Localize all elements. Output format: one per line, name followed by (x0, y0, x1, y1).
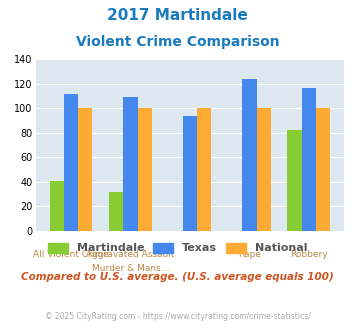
Bar (78, 109, 92, 231)
Bar (257, 109, 271, 231)
Text: Robbery: Robbery (290, 250, 328, 259)
Bar (109, 192, 123, 231)
Bar (123, 97, 138, 231)
Bar (242, 79, 257, 231)
Text: Murder & Mans...: Murder & Mans... (92, 264, 169, 273)
Bar (64, 94, 78, 231)
Text: Compared to U.S. average. (U.S. average equals 100): Compared to U.S. average. (U.S. average … (21, 272, 334, 282)
Bar (138, 109, 152, 231)
Bar (50, 181, 64, 231)
Text: 2017 Martindale: 2017 Martindale (107, 8, 248, 23)
Text: Rape: Rape (238, 250, 261, 259)
Text: Aggravated Assault: Aggravated Assault (86, 250, 175, 259)
Text: Violent Crime Comparison: Violent Crime Comparison (76, 35, 279, 49)
Bar (316, 109, 330, 231)
Bar (302, 87, 316, 231)
Legend: Martindale, Texas, National: Martindale, Texas, National (43, 238, 312, 258)
Text: © 2025 CityRating.com - https://www.cityrating.com/crime-statistics/: © 2025 CityRating.com - https://www.city… (45, 312, 310, 321)
Text: All Violent Crime: All Violent Crime (33, 250, 109, 259)
Bar (288, 130, 302, 231)
Bar (197, 109, 211, 231)
Bar (183, 116, 197, 231)
